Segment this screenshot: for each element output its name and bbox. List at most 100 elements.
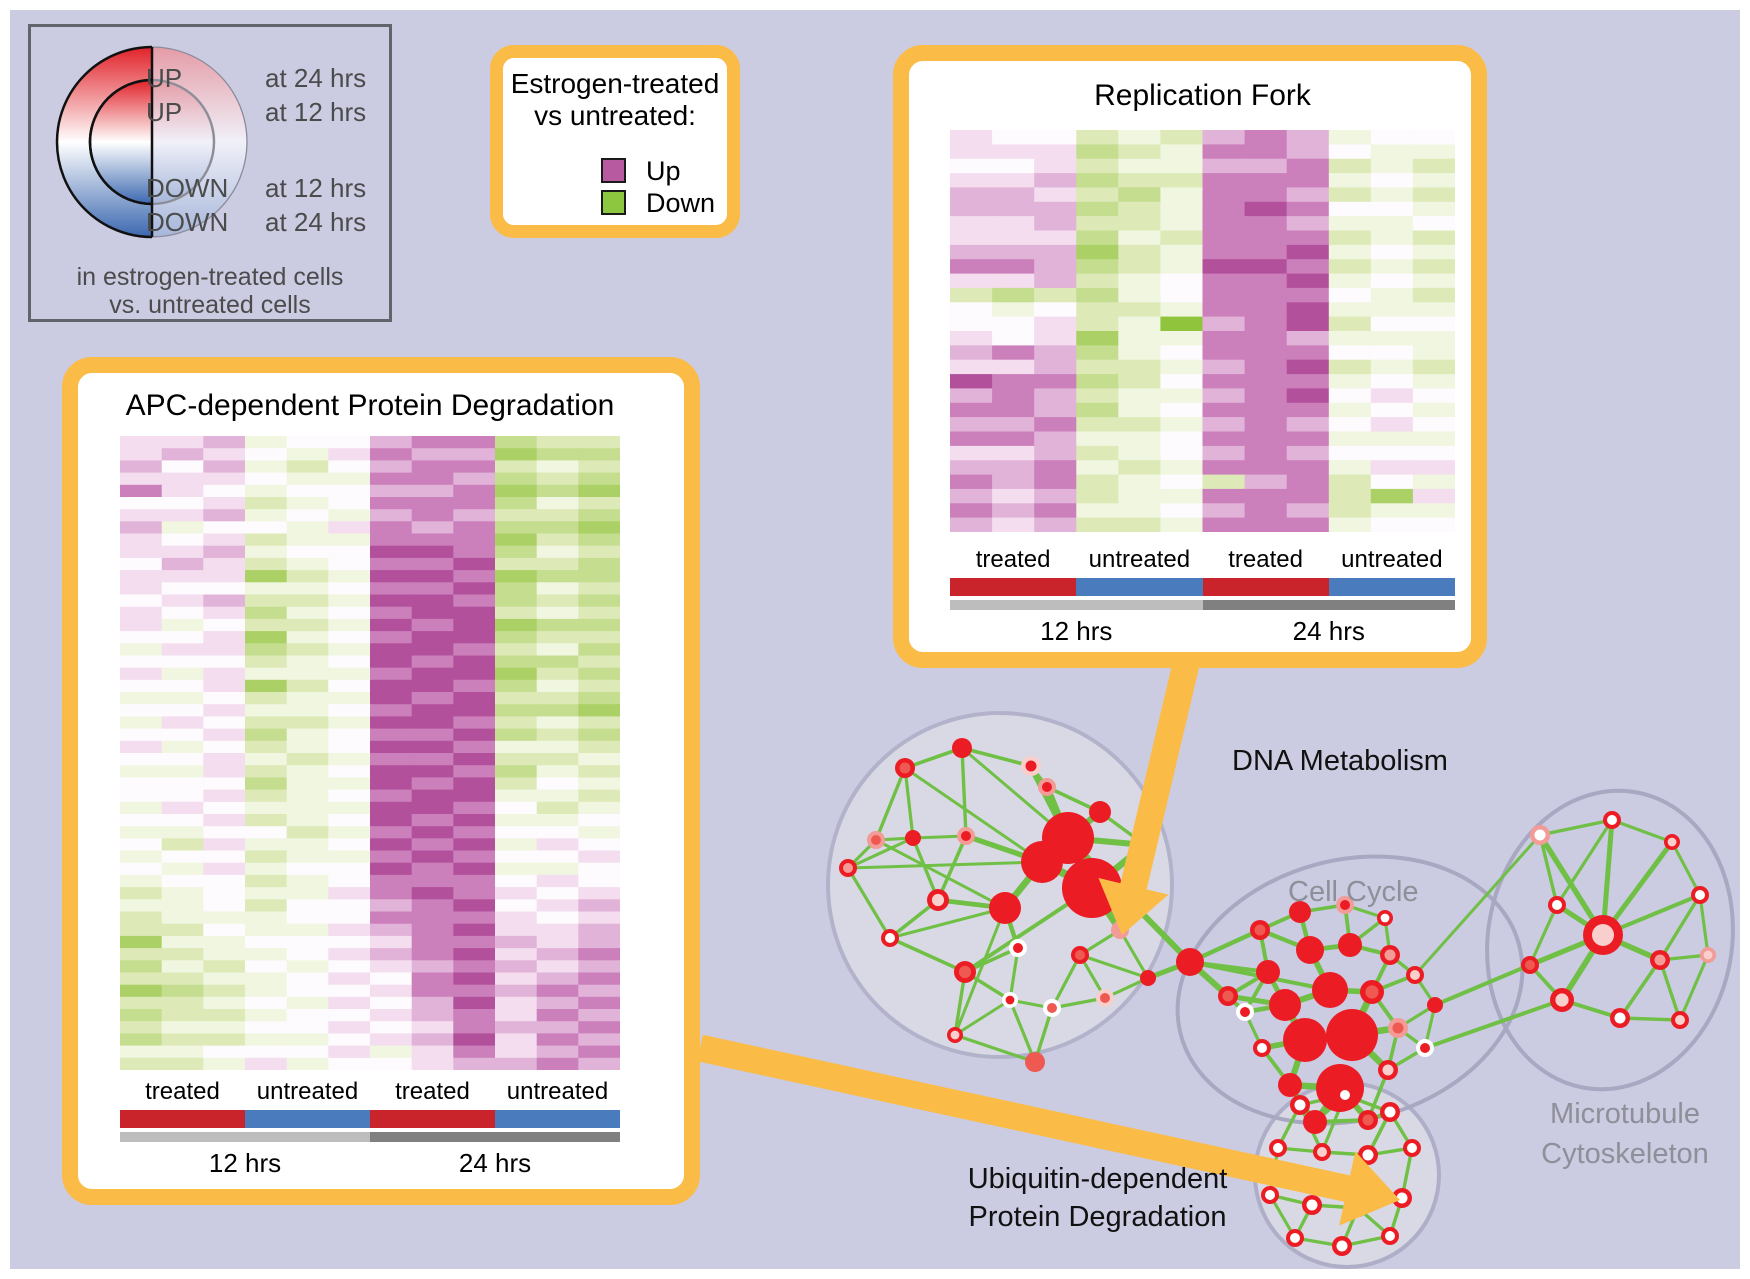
heatmap-cell bbox=[1244, 287, 1288, 303]
heatmap-cell bbox=[120, 948, 163, 961]
heatmap-cell bbox=[328, 826, 371, 839]
heatmap-cell bbox=[370, 777, 413, 791]
heatmap-cell bbox=[495, 460, 538, 474]
heatmap-cell bbox=[453, 1009, 496, 1022]
heatmap-cell bbox=[203, 679, 246, 693]
heatmap-cell bbox=[1244, 316, 1288, 332]
heatmap-cell bbox=[1034, 187, 1077, 203]
heatmap-cell bbox=[1244, 359, 1288, 375]
heatmap-cell bbox=[950, 460, 993, 476]
heatmap-cell bbox=[328, 460, 371, 474]
heatmap-cell bbox=[161, 923, 204, 937]
heatmap-cell bbox=[1286, 173, 1330, 189]
heatmap-cell bbox=[1286, 273, 1330, 289]
microtubule-label-line1: Microtubule bbox=[1550, 1098, 1700, 1130]
network-edge bbox=[847, 860, 1043, 870]
heatmap-cell bbox=[286, 448, 329, 461]
heatmap-cell bbox=[950, 488, 993, 504]
heatmap-cell bbox=[495, 667, 538, 681]
heatmap-cell bbox=[495, 1021, 538, 1034]
heatmap-cell bbox=[495, 740, 538, 754]
heatmap-cell bbox=[1244, 302, 1288, 318]
heatmap-cell bbox=[1244, 230, 1288, 246]
heatmap-cell bbox=[992, 417, 1035, 433]
heatmap-cell bbox=[453, 618, 496, 632]
heatmap-cell bbox=[370, 509, 413, 522]
heatmap-cell bbox=[536, 631, 579, 644]
heatmap-cell bbox=[411, 838, 454, 852]
heatmap-cell bbox=[328, 838, 371, 852]
heatmap-cell bbox=[411, 570, 454, 583]
heatmap-cell bbox=[161, 838, 204, 852]
heatmap-cell bbox=[1328, 230, 1372, 246]
untreated-label: untreated bbox=[506, 1078, 609, 1105]
treated-label: treated bbox=[145, 1078, 220, 1105]
heatmap-cell bbox=[1328, 345, 1372, 361]
heatmap-cell bbox=[328, 923, 371, 937]
heatmap-cell bbox=[370, 1045, 413, 1059]
treated-bar-segment bbox=[950, 578, 1077, 596]
heatmap-cell bbox=[245, 1057, 288, 1070]
heatmap-cell bbox=[1328, 316, 1372, 332]
heatmap-cell bbox=[411, 484, 454, 498]
heatmap-cell bbox=[161, 557, 204, 571]
network-edge bbox=[1670, 841, 1702, 896]
heatmap-cell bbox=[1328, 359, 1372, 375]
heatmap-cell bbox=[536, 521, 579, 535]
heatmap-cell bbox=[286, 777, 329, 791]
network-edge bbox=[874, 767, 907, 841]
heatmap-cell bbox=[411, 935, 454, 949]
heatmap-cell bbox=[578, 923, 620, 937]
heatmap-cell bbox=[411, 826, 454, 839]
heatmap-cell bbox=[203, 606, 246, 620]
heatmap-cell bbox=[950, 259, 993, 275]
heatmap-cell bbox=[1370, 388, 1414, 404]
heatmap-cell bbox=[286, 1009, 329, 1022]
heatmap-cell bbox=[1034, 158, 1077, 174]
heatmap-cell bbox=[992, 474, 1035, 490]
heatmap-cell bbox=[328, 972, 371, 986]
heatmap-cell bbox=[578, 509, 620, 522]
heatmap-cell bbox=[203, 1057, 246, 1070]
heatmap-cell bbox=[245, 728, 288, 742]
heatmap-cell bbox=[495, 911, 538, 925]
heatmap-cell bbox=[536, 618, 579, 632]
heatmap-cell bbox=[495, 631, 538, 644]
heatmap-cell bbox=[245, 935, 288, 949]
heatmap-cell bbox=[1118, 216, 1161, 232]
apc-heatmap-grid bbox=[120, 436, 620, 1070]
heatmap-cell bbox=[161, 533, 204, 547]
heatmap-cell bbox=[161, 789, 204, 803]
heatmap-cell bbox=[578, 716, 620, 730]
heatmap-cell bbox=[328, 960, 371, 974]
heatmap-cell bbox=[578, 789, 620, 803]
heatmap-cell bbox=[203, 1045, 246, 1059]
heatmap-cell bbox=[453, 631, 496, 644]
heatmap-cell bbox=[411, 460, 454, 474]
heatmap-cell bbox=[120, 692, 163, 705]
heatmap-cell bbox=[286, 521, 329, 535]
heatmap-cell bbox=[1076, 445, 1119, 461]
heatmap-cell bbox=[161, 436, 204, 449]
24hr-label: 24 hrs bbox=[1292, 616, 1365, 646]
heatmap-cell bbox=[1244, 402, 1288, 418]
heatmap-cell bbox=[203, 996, 246, 1010]
heatmap-cell bbox=[1412, 244, 1455, 260]
heatmap-cell bbox=[328, 448, 371, 461]
heatmap-cell bbox=[1202, 488, 1246, 504]
heatmap-cell bbox=[992, 460, 1035, 476]
condition-labels: treated untreated treated untreated bbox=[950, 546, 1455, 574]
heatmap-cell bbox=[161, 1009, 204, 1022]
heatmap-cell bbox=[453, 850, 496, 864]
heatmap-cell bbox=[161, 899, 204, 913]
network-edge bbox=[1424, 998, 1563, 1050]
heatmap-cell bbox=[1286, 130, 1330, 145]
heatmap-cell bbox=[161, 716, 204, 730]
heatmap-cell bbox=[1328, 244, 1372, 260]
heatmap-cell bbox=[1328, 273, 1372, 289]
heatmap-cell bbox=[950, 345, 993, 361]
heatmap-cell bbox=[370, 533, 413, 547]
heatmap-cell bbox=[328, 1009, 371, 1022]
heatmap-cell bbox=[1370, 259, 1414, 275]
heatmap-cell bbox=[1328, 431, 1372, 447]
